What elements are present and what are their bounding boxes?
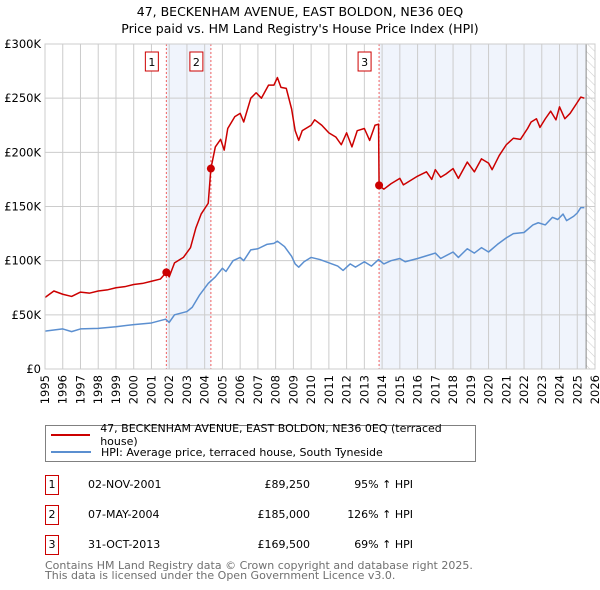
sale-number-badge: 3: [45, 535, 59, 555]
x-tick-label: 2012: [340, 375, 354, 404]
x-tick-label: 1997: [73, 375, 87, 404]
sale-label-number: 3: [361, 56, 368, 69]
x-tick-label: 2013: [357, 375, 371, 404]
y-tick-label: £100K: [4, 254, 41, 268]
x-tick-label: 2021: [499, 375, 513, 404]
sale-point: [162, 268, 171, 277]
x-tick-label: 2000: [127, 375, 141, 404]
x-tick-label: 2001: [144, 375, 158, 404]
plot-area: 1995 1996 1997 1998 1999 2000 2001 2002 2003 2004…: [4, 37, 600, 404]
footer-copyright: Contains HM Land Registry data © Crown c…: [45, 559, 473, 572]
x-tick-label: 2026: [588, 375, 600, 404]
x-tick-label: 1998: [91, 375, 105, 404]
y-tick-label: £300K: [4, 37, 41, 51]
y-tick-label: £250K: [4, 91, 41, 105]
x-tick-label: 2019: [464, 375, 478, 404]
y-tick-label: £150K: [4, 200, 41, 214]
y-tick-label: £50K: [12, 308, 42, 322]
x-tick-label: 2014: [375, 375, 389, 404]
sale-number-badge: 2: [45, 505, 59, 525]
x-tick-label: 2025: [570, 375, 584, 404]
sale-number-badge: 1: [45, 475, 59, 495]
legend-label: HPI: Average price, terraced house, Sout…: [101, 445, 383, 459]
x-tick-label: 2008: [269, 375, 283, 404]
x-tick-label: 2016: [411, 375, 425, 404]
x-tick-label: 2017: [428, 375, 442, 404]
x-tick-label: 2024: [553, 375, 567, 404]
sale-price: £89,250: [264, 478, 311, 491]
sale-price: £169,500: [257, 538, 311, 551]
x-tick-label: 2009: [286, 375, 300, 404]
legend-swatch-blue: [51, 451, 91, 453]
sale-hpi-change: 95% ↑ HPI: [354, 478, 413, 491]
x-tick-label: 2010: [304, 375, 318, 404]
sales-table-row: 1 02-NOV-2001 £89,250 95% ↑ HPI: [45, 475, 600, 495]
x-tick-label: 2003: [180, 375, 194, 404]
x-tick-label: 2018: [446, 375, 460, 404]
sale-label-box: [144, 51, 159, 72]
legend: 47, BECKENHAM AVENUE, EAST BOLDON, NE36 …: [45, 422, 476, 462]
sales-table-row: 3 31-OCT-2013 £169,500 69% ↑ HPI: [45, 535, 600, 555]
footer-licence: This data is licensed under the Open Gov…: [45, 569, 396, 582]
sale-point: [206, 164, 215, 173]
chart-title: 47, BECKENHAM AVENUE, EAST BOLDON, NE36 …: [136, 4, 464, 19]
legend-swatch-red: [51, 434, 91, 436]
sale-label-number: 1: [148, 56, 155, 69]
legend-item-hpi: HPI: Average price, terraced house, Sout…: [46, 444, 383, 460]
property-price-line: [44, 76, 585, 299]
x-tick-label: 2011: [322, 375, 336, 404]
x-tick-label: 2020: [482, 375, 496, 404]
sales-table-row: 2 07-MAY-2004 £185,000 126% ↑ HPI: [45, 505, 600, 525]
plot-border: [44, 43, 596, 370]
x-tick-label: 2004: [198, 375, 212, 404]
legend-item-property: 47, BECKENHAM AVENUE, EAST BOLDON, NE36 …: [46, 422, 475, 448]
y-tick-label: £200K: [4, 145, 41, 159]
x-tick-label: 2022: [517, 375, 531, 404]
sale-price: £185,000: [257, 508, 311, 521]
sale-hpi-change: 69% ↑ HPI: [354, 538, 413, 551]
sale-hpi-change: 126% ↑ HPI: [347, 508, 413, 521]
sale-date: 02-NOV-2001: [88, 478, 162, 491]
x-tick-label: 2023: [535, 375, 549, 404]
sale-point: [375, 181, 384, 190]
sale-date: 07-MAY-2004: [88, 508, 160, 521]
x-tick-label: 1995: [38, 375, 52, 404]
x-tick-label: 1999: [109, 375, 123, 404]
y-tick-label: £0: [26, 362, 41, 376]
legend-label: 47, BECKENHAM AVENUE, EAST BOLDON, NE36 …: [100, 422, 442, 448]
sale-label-box: [189, 51, 204, 72]
x-tick-label: 2005: [215, 375, 229, 404]
x-tick-label: 1996: [56, 375, 70, 404]
x-tick-label: 2006: [233, 375, 247, 404]
x-tick-label: 2015: [393, 375, 407, 404]
sale-label-number: 2: [193, 56, 200, 69]
chart-subtitle: Price paid vs. HM Land Registry's House …: [121, 21, 479, 36]
sale-date: 31-OCT-2013: [88, 538, 161, 551]
hpi-line: [44, 206, 585, 333]
sale-label-box: [357, 51, 372, 72]
x-tick-label: 2007: [251, 375, 265, 404]
x-tick-label: 2002: [162, 375, 176, 404]
